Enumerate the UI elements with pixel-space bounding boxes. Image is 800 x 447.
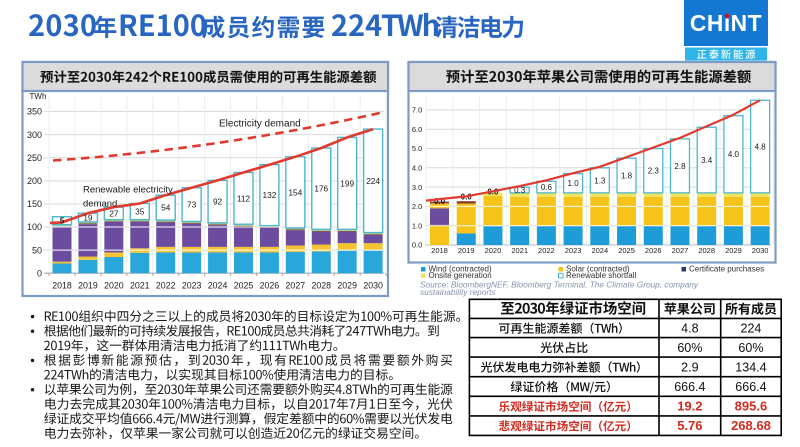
svg-text:2018: 2018 xyxy=(52,280,72,290)
svg-text:35: 35 xyxy=(135,207,145,217)
svg-text:666.4: 666.4 xyxy=(735,380,766,394)
svg-text:6.0: 6.0 xyxy=(412,125,422,134)
svg-text:Renewable shortfall: Renewable shortfall xyxy=(566,271,636,280)
svg-text:Electricity demand: Electricity demand xyxy=(219,119,301,130)
svg-text:Wind (contracted): Wind (contracted) xyxy=(429,265,492,274)
svg-text:666.4: 666.4 xyxy=(674,380,705,394)
svg-text:2024: 2024 xyxy=(208,280,228,290)
svg-text:224: 224 xyxy=(366,176,380,186)
svg-text:2025: 2025 xyxy=(234,280,254,290)
svg-text:3.4: 3.4 xyxy=(701,156,713,165)
svg-text:4.8: 4.8 xyxy=(681,321,698,335)
svg-text:0.0: 0.0 xyxy=(434,197,446,206)
svg-text:2025: 2025 xyxy=(618,246,635,255)
svg-text:1.8: 1.8 xyxy=(621,171,633,180)
svg-text:60%: 60% xyxy=(738,341,763,355)
svg-text:154: 154 xyxy=(288,187,302,197)
svg-text:19: 19 xyxy=(83,213,93,223)
svg-text:2022: 2022 xyxy=(156,280,176,290)
svg-text:27: 27 xyxy=(109,208,119,218)
svg-text:92: 92 xyxy=(213,197,223,207)
svg-text:268.68: 268.68 xyxy=(731,418,771,433)
svg-text:250: 250 xyxy=(27,153,42,163)
svg-text:2019: 2019 xyxy=(78,280,98,290)
svg-text:60%: 60% xyxy=(677,341,702,355)
svg-text:2029: 2029 xyxy=(337,280,357,290)
svg-text:2027: 2027 xyxy=(286,280,306,290)
svg-text:2.8: 2.8 xyxy=(674,162,686,171)
svg-text:199: 199 xyxy=(340,178,354,188)
svg-text:134.4: 134.4 xyxy=(735,360,766,374)
svg-text:4.0: 4.0 xyxy=(728,150,740,159)
svg-text:112: 112 xyxy=(237,193,251,203)
svg-text:2023: 2023 xyxy=(565,246,582,255)
svg-text:Certificate purchases: Certificate purchases xyxy=(689,265,764,274)
svg-text:2028: 2028 xyxy=(698,246,715,255)
svg-text:2023: 2023 xyxy=(182,280,202,290)
svg-text:2021: 2021 xyxy=(511,246,528,255)
svg-text:200: 200 xyxy=(27,176,42,186)
svg-text:100: 100 xyxy=(27,222,42,232)
svg-text:2030: 2030 xyxy=(752,246,769,255)
svg-text:3.0: 3.0 xyxy=(412,183,422,192)
svg-text:224: 224 xyxy=(741,321,762,335)
svg-text:2.9: 2.9 xyxy=(681,360,698,374)
svg-text:2022: 2022 xyxy=(538,246,555,255)
svg-text:150: 150 xyxy=(27,199,42,209)
svg-text:2026: 2026 xyxy=(260,280,280,290)
svg-text:7.0: 7.0 xyxy=(412,106,422,115)
svg-text:54: 54 xyxy=(161,203,171,213)
svg-text:2018: 2018 xyxy=(431,246,448,255)
svg-text:TWh: TWh xyxy=(30,92,47,101)
svg-text:895.6: 895.6 xyxy=(735,399,768,414)
svg-text:2021: 2021 xyxy=(130,280,150,290)
svg-text:5: 5 xyxy=(60,216,65,226)
svg-text:1.0: 1.0 xyxy=(568,179,580,188)
svg-text:2026: 2026 xyxy=(645,246,662,255)
svg-text:1.3: 1.3 xyxy=(594,176,606,185)
svg-text:Solar (contracted): Solar (contracted) xyxy=(566,265,630,274)
svg-text:4.0: 4.0 xyxy=(412,164,422,173)
svg-text:Onsite generation: Onsite generation xyxy=(429,271,492,280)
svg-text:2020: 2020 xyxy=(104,280,124,290)
svg-text:2029: 2029 xyxy=(725,246,742,255)
svg-text:300: 300 xyxy=(27,130,42,140)
svg-text:Source: BloombergNEF, Bloomber: Source: BloombergNEF, Bloomberg Terminal… xyxy=(420,280,699,290)
svg-text:19.2: 19.2 xyxy=(677,399,702,414)
svg-text:50: 50 xyxy=(32,245,42,255)
svg-text:2.0: 2.0 xyxy=(412,202,422,211)
svg-text:132: 132 xyxy=(262,190,276,200)
svg-text:sustainability reports: sustainability reports xyxy=(420,287,496,297)
svg-text:4.8: 4.8 xyxy=(755,142,767,151)
svg-text:2019: 2019 xyxy=(458,246,475,255)
svg-text:350: 350 xyxy=(27,107,42,117)
svg-text:2020: 2020 xyxy=(485,246,502,255)
svg-text:0.6: 0.6 xyxy=(541,183,553,192)
svg-text:176: 176 xyxy=(314,184,328,194)
svg-text:0: 0 xyxy=(37,268,42,278)
svg-text:2.3: 2.3 xyxy=(648,167,660,176)
svg-text:2028: 2028 xyxy=(311,280,331,290)
svg-text:Renewable electricity: Renewable electricity xyxy=(83,185,173,196)
svg-text:5.0: 5.0 xyxy=(412,144,422,153)
svg-text:5.76: 5.76 xyxy=(677,418,702,433)
svg-text:0.0: 0.0 xyxy=(412,241,422,250)
svg-text:demand: demand xyxy=(83,199,117,210)
svg-text:2027: 2027 xyxy=(672,246,689,255)
svg-text:0.3: 0.3 xyxy=(514,186,526,195)
svg-text:1.0: 1.0 xyxy=(412,221,422,230)
svg-text:2030: 2030 xyxy=(363,280,383,290)
svg-text:73: 73 xyxy=(187,200,197,210)
svg-text:2024: 2024 xyxy=(591,246,608,255)
